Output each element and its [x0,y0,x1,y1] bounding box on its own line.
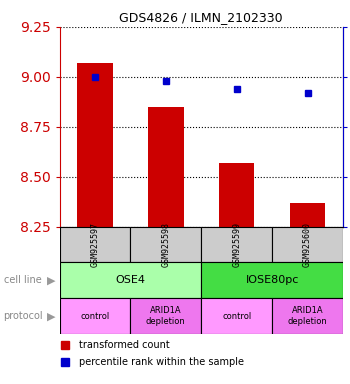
Text: OSE4: OSE4 [116,275,145,285]
Text: protocol: protocol [4,311,43,321]
Title: GDS4826 / ILMN_2102330: GDS4826 / ILMN_2102330 [119,11,283,24]
Bar [201,227,272,262]
Bar [130,227,201,262]
Bar [148,107,183,227]
Bar [290,203,325,227]
Text: GSM925599: GSM925599 [232,222,241,267]
Text: GSM925600: GSM925600 [303,222,312,267]
Bar [60,262,201,298]
Bar [60,298,130,334]
Text: ▶: ▶ [47,275,55,285]
Text: GSM925597: GSM925597 [90,222,99,267]
Text: GSM925598: GSM925598 [161,222,170,267]
Bar [77,63,113,227]
Bar [130,298,201,334]
Text: ▶: ▶ [47,311,55,321]
Text: control: control [222,312,251,321]
Text: percentile rank within the sample: percentile rank within the sample [79,357,244,367]
Bar [201,262,343,298]
Bar [60,227,130,262]
Bar [272,298,343,334]
Text: control: control [80,312,110,321]
Bar [219,163,254,227]
Text: ARID1A
depletion: ARID1A depletion [288,306,328,326]
Text: transformed count: transformed count [79,340,170,350]
Bar [201,298,272,334]
Text: IOSE80pc: IOSE80pc [245,275,299,285]
Text: ARID1A
depletion: ARID1A depletion [146,306,186,326]
Bar [272,227,343,262]
Text: cell line: cell line [4,275,41,285]
